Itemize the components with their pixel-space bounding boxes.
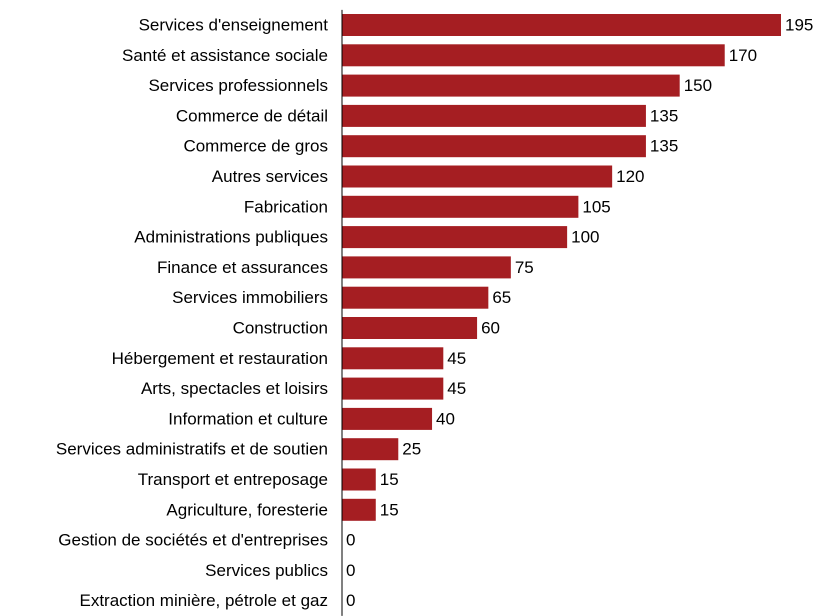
bar: [342, 256, 511, 279]
data-label: 40: [436, 409, 455, 428]
data-label: 0: [346, 531, 355, 550]
category-label: Services professionnels: [148, 76, 328, 95]
category-label: Services administratifs et de soutien: [56, 440, 328, 459]
bar: [342, 438, 399, 461]
bar: [342, 468, 376, 491]
data-label: 100: [571, 228, 599, 247]
data-label: 15: [380, 500, 399, 519]
bar: [342, 498, 376, 521]
value-labels: 1951701501351351201051007565604545402515…: [346, 16, 813, 611]
category-label: Administrations publiques: [134, 228, 328, 247]
bar: [342, 44, 725, 67]
bar: [342, 226, 568, 249]
data-label: 135: [650, 137, 678, 156]
data-label: 105: [582, 197, 610, 216]
category-label: Transport et entreposage: [138, 470, 328, 489]
category-label: Fabrication: [244, 197, 328, 216]
bar: [342, 104, 646, 127]
category-label: Construction: [233, 319, 328, 338]
category-label: Services d'enseignement: [139, 16, 329, 35]
bar: [342, 347, 444, 370]
data-label: 0: [346, 591, 355, 610]
data-label: 60: [481, 319, 500, 338]
data-label: 45: [447, 379, 466, 398]
data-label: 15: [380, 470, 399, 489]
category-label: Arts, spectacles et loisirs: [141, 379, 328, 398]
data-label: 195: [785, 16, 813, 35]
category-labels: Services d'enseignement Santé et assistan…: [56, 16, 328, 611]
category-label: Hébergement et restauration: [112, 349, 328, 368]
data-label: 75: [515, 258, 534, 277]
data-label: 150: [684, 76, 712, 95]
bar: [342, 165, 613, 188]
category-label: Information et culture: [168, 409, 328, 428]
data-label: 0: [346, 561, 355, 580]
data-label: 25: [402, 440, 421, 459]
category-label: Gestion de sociétés et d'entreprises: [58, 531, 328, 550]
bars-group: [342, 14, 781, 521]
category-label: Santé et assistance sociale: [122, 46, 328, 65]
category-label: Commerce de détail: [176, 106, 328, 125]
category-label: Commerce de gros: [183, 137, 328, 156]
data-label: 65: [492, 288, 511, 307]
bar: [342, 317, 478, 339]
data-label: 120: [616, 167, 644, 186]
bar: [342, 135, 646, 158]
category-label: Finance et assurances: [157, 258, 328, 277]
bar: [342, 286, 489, 309]
category-label: Extraction minière, pétrole et gaz: [79, 591, 328, 610]
bar: [342, 377, 444, 400]
category-label: Services immobiliers: [172, 288, 328, 307]
bar: [342, 195, 579, 218]
category-label: Agriculture, foresterie: [166, 500, 328, 519]
bar: [342, 14, 781, 36]
bar: [342, 407, 433, 430]
data-label: 45: [447, 349, 466, 368]
data-label: 170: [729, 46, 757, 65]
category-label: Services publics: [205, 561, 328, 580]
data-label: 135: [650, 106, 678, 125]
category-label: Autres services: [212, 167, 328, 186]
bar: [342, 74, 680, 97]
